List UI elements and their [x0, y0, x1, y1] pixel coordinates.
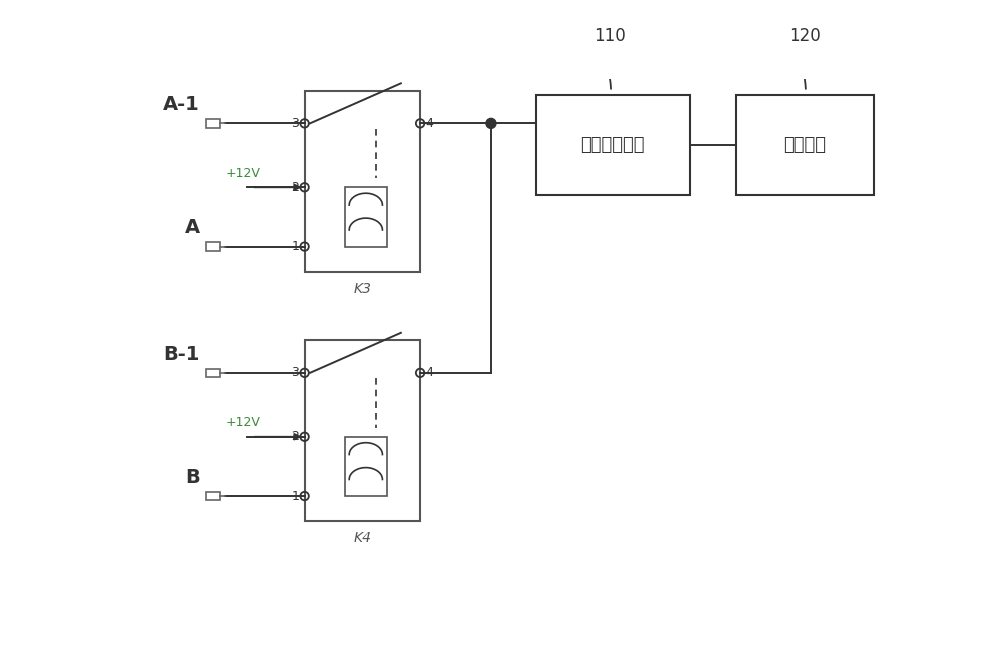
Bar	[206, 369, 220, 377]
Bar	[206, 242, 220, 251]
Text: 1: 1	[291, 240, 299, 253]
Text: A: A	[185, 218, 200, 237]
Text: 2: 2	[291, 181, 299, 194]
Text: 3: 3	[291, 366, 299, 379]
Text: 3: 3	[291, 117, 299, 130]
Text: K4: K4	[353, 531, 371, 544]
Text: K3: K3	[353, 282, 371, 296]
Text: +12V: +12V	[226, 416, 260, 429]
Text: +12V: +12V	[226, 167, 260, 180]
Bar	[206, 492, 220, 501]
Text: 控制芯片: 控制芯片	[784, 136, 827, 154]
Bar	[345, 188, 387, 247]
Text: 110: 110	[594, 27, 626, 45]
Text: B: B	[185, 468, 200, 487]
Text: A-1: A-1	[163, 95, 200, 114]
Text: 1: 1	[291, 489, 299, 502]
Bar	[345, 437, 387, 496]
Bar	[536, 95, 690, 195]
Bar	[305, 340, 420, 521]
Text: 4: 4	[425, 366, 433, 379]
Bar	[736, 95, 874, 195]
Text: 2: 2	[291, 430, 299, 443]
Bar	[206, 119, 220, 128]
Text: 120: 120	[789, 27, 821, 45]
Circle shape	[486, 118, 496, 129]
Text: 4: 4	[425, 117, 433, 130]
Text: B-1: B-1	[164, 344, 200, 363]
Text: 电流检测组件: 电流检测组件	[580, 136, 645, 154]
Bar	[305, 91, 420, 272]
